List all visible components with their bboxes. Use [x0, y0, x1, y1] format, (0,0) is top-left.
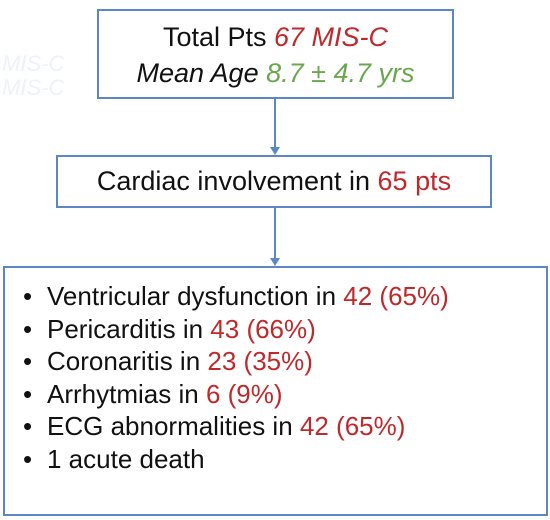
cardiac-involvement-box: Cardiac involvement in 65 pts — [56, 155, 492, 208]
total-patients-label: Total Pts — [162, 22, 267, 52]
total-patients-line: Total Pts 67 MIS-C — [99, 19, 452, 55]
bullet-icon: • — [23, 313, 33, 344]
arrowhead-1-icon — [270, 147, 280, 155]
cardiac-involvement-value: 65 pts — [377, 166, 452, 196]
outcome-label: Pericarditis in — [47, 313, 204, 344]
bullet-icon: • — [23, 281, 33, 311]
outcome-label: ECG abnormalities in — [47, 411, 293, 441]
outcome-item: • ECG abnormalities in 42 (65%) — [19, 410, 546, 443]
mean-age-line: Mean Age 8.7 ± 4.7 yrs — [99, 55, 452, 91]
outcome-item: • Pericarditis in 43 (66%) — [19, 313, 546, 346]
outcome-value: 42 (65%) — [343, 281, 449, 311]
outcome-label: Coronaritis in — [47, 346, 201, 376]
outcome-label: Arrhytmias in — [47, 378, 199, 409]
outcome-item: • Arrhytmias in 6 (9%) — [19, 378, 546, 411]
bullet-icon: • — [23, 346, 33, 376]
outcome-value: 6 (9%) — [205, 378, 283, 409]
outcome-item: • Coronaritis in 23 (35%) — [19, 345, 546, 378]
bullet-icon: • — [23, 443, 33, 474]
cardiac-involvement-label: Cardiac involvement in — [96, 166, 371, 196]
total-patients-value: 67 MIS-C — [274, 22, 389, 52]
mean-age-label: Mean Age — [136, 58, 259, 88]
outcomes-list: • Ventricular dysfunction in 42 (65%) • Per… — [19, 280, 546, 475]
outcome-value: 23 (35%) — [207, 346, 313, 376]
outcome-label: Ventricular dysfunction in — [47, 281, 337, 311]
summary-box: Total Pts 67 MIS-C Mean Age 8.7 ± 4.7 yr… — [97, 9, 454, 99]
mean-age-value: 8.7 ± 4.7 yrs — [266, 58, 415, 88]
outcomes-box: • Ventricular dysfunction in 42 (65%) • Per… — [3, 266, 548, 516]
connector-line-2 — [274, 208, 276, 259]
faded-background-text: MIS-C MIS-C — [2, 51, 65, 100]
outcome-item: • Ventricular dysfunction in 42 (65%) — [19, 280, 546, 313]
bullet-icon: • — [23, 378, 33, 409]
outcome-item: • 1 acute death — [19, 443, 546, 476]
bullet-icon: • — [23, 411, 33, 441]
outcome-value: 43 (66%) — [210, 313, 316, 344]
outcome-value: 42 (65%) — [299, 411, 406, 441]
connector-line-1 — [274, 99, 276, 149]
arrowhead-2-icon — [270, 258, 280, 266]
outcome-label: 1 acute death — [47, 443, 205, 474]
